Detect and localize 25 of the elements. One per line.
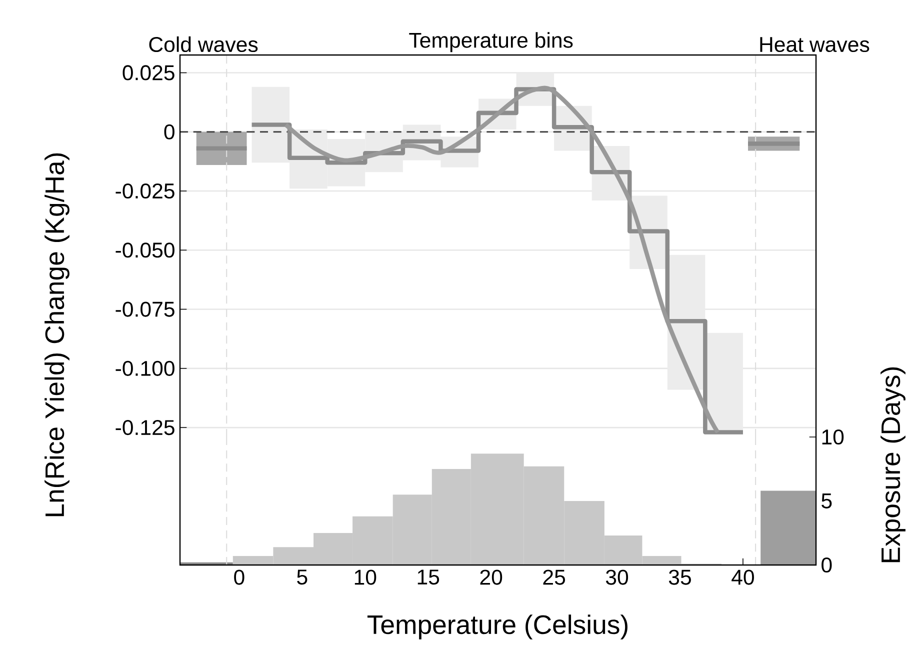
y-tick-label: 0 (822, 557, 832, 573)
x-tick-label: 20 (480, 570, 502, 585)
text: Temperature bins (409, 32, 573, 52)
x-tick-label: 15 (418, 570, 440, 585)
y-axis-title: Ln(Rice Yield) Change (Kg/Ha) (44, 153, 70, 516)
y-tick-label: 0 (164, 124, 174, 140)
y-tick-label: -0.125 (116, 420, 174, 436)
y-axis-title: Exposure (Days) (880, 367, 906, 562)
y-tick-label: 0.025 (122, 65, 174, 80)
x-tick-label: 0 (234, 570, 244, 585)
y-tick-label: -0.025 (116, 183, 174, 199)
y-tick-label: 10 (822, 429, 844, 445)
x-tick-label: 35 (668, 570, 691, 585)
x-axis-title: Temperature (Celsius) (367, 614, 628, 640)
x-tick-label: 40 (732, 570, 754, 585)
y-tick-label: -0.075 (116, 302, 174, 317)
text: Cold waves (149, 36, 258, 52)
y-tick-label: -0.100 (116, 360, 174, 376)
x-tick-label: 30 (606, 570, 628, 585)
x-tick-label: 5 (297, 570, 308, 585)
x-tick-label: 10 (354, 570, 376, 585)
y-tick-label: 5 (822, 494, 832, 508)
text: Heat waves (760, 37, 870, 52)
x-tick-label: 25 (543, 570, 566, 585)
y-tick-label: -0.050 (116, 242, 174, 258)
